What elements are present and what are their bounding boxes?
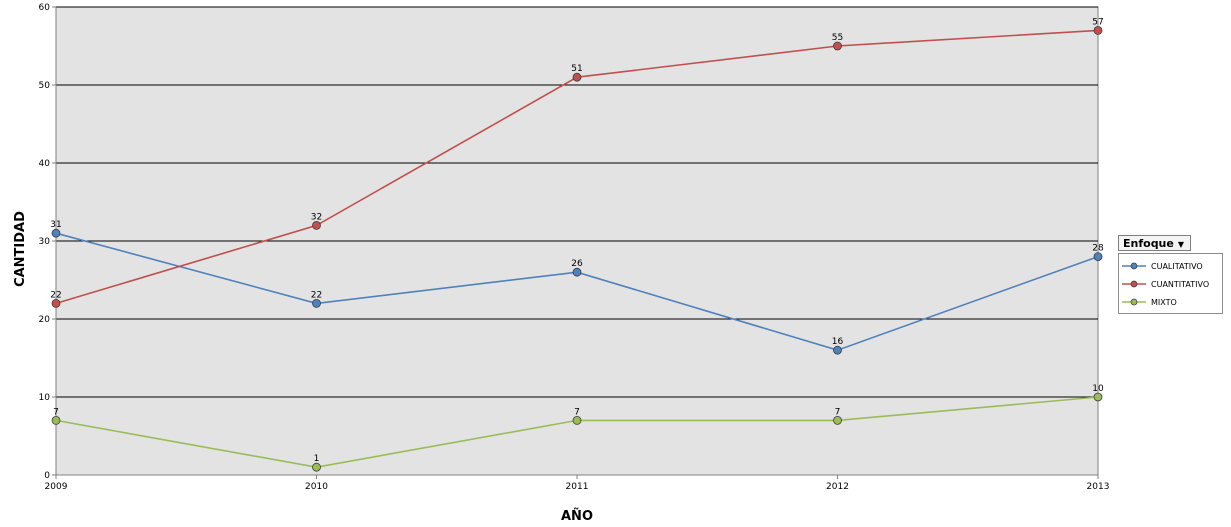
y-tick-label: 20 <box>39 315 51 325</box>
data-point-mixto[interactable] <box>833 415 842 425</box>
data-label-mixto: 7 <box>835 407 841 417</box>
data-point-mixto[interactable] <box>1093 392 1103 402</box>
x-tick-label: 2010 <box>305 482 328 492</box>
data-label-cualitativo: 26 <box>571 259 583 269</box>
y-tick-label: 0 <box>44 471 50 481</box>
data-label-cuantitativo: 55 <box>832 33 843 43</box>
x-tick-labels: 2009 2010 2011 2012 2013 <box>45 475 1110 492</box>
legend-swatch <box>1122 298 1146 306</box>
data-label-cuantitativo: 22 <box>50 290 61 300</box>
legend-label: CUANTITATIVO <box>1151 279 1210 289</box>
legend-filter-button[interactable]: Enfoque ▼ <box>1118 235 1191 251</box>
legend-label: MIXTO <box>1151 297 1177 307</box>
y-tick-labels: 0 10 20 30 40 50 60 <box>39 3 56 481</box>
y-tick-label: 30 <box>39 237 51 247</box>
data-label-cuantitativo: 32 <box>311 212 322 222</box>
x-tick-label: 2012 <box>826 482 849 492</box>
data-label-cualitativo: 22 <box>311 290 322 300</box>
data-point-cuantitativo[interactable] <box>51 298 61 308</box>
data-label-cualitativo: 16 <box>832 337 844 347</box>
x-tick-label: 2013 <box>1087 482 1110 492</box>
dropdown-arrow-icon: ▼ <box>1177 240 1185 249</box>
y-axis-title: CANTIDAD <box>13 211 28 287</box>
data-point-mixto[interactable] <box>312 462 321 472</box>
data-point-mixto[interactable] <box>572 415 582 425</box>
data-label-mixto: 10 <box>1092 384 1104 394</box>
legend-label: CUALITATIVO <box>1151 261 1203 271</box>
series-group: 31 22 26 16 28 22 32 51 55 57 7 1 7 7 10 <box>50 17 1104 472</box>
legend-swatch <box>1122 280 1146 288</box>
legend-item-cuantitativo: CUANTITATIVO <box>1121 275 1220 293</box>
data-label-cuantitativo: 57 <box>1092 17 1103 27</box>
data-point-cuantitativo[interactable] <box>1093 25 1103 35</box>
data-label-mixto: 7 <box>574 407 580 417</box>
data-label-mixto: 7 <box>53 407 59 417</box>
legend-entries: CUALITATIVO CUANTITATIVO MIXTO <box>1118 253 1223 314</box>
data-label-mixto: 1 <box>314 454 320 464</box>
data-point-cualitativo[interactable] <box>1093 252 1103 262</box>
legend-swatch <box>1122 262 1146 270</box>
y-tick-label: 50 <box>39 81 51 91</box>
x-tick-label: 2009 <box>45 482 68 492</box>
data-point-cualitativo[interactable] <box>312 298 321 308</box>
x-tick-label: 2011 <box>566 482 589 492</box>
data-label-cualitativo: 31 <box>50 220 61 230</box>
data-label-cuantitativo: 51 <box>571 64 582 74</box>
x-axis-title: AÑO <box>561 508 593 524</box>
legend-title: Enfoque <box>1123 237 1174 250</box>
data-point-mixto[interactable] <box>51 415 61 425</box>
y-tick-label: 10 <box>39 393 51 403</box>
data-point-cuantitativo[interactable] <box>312 220 321 230</box>
y-tick-label: 40 <box>39 159 51 169</box>
data-point-cuantitativo[interactable] <box>572 72 582 82</box>
y-tick-label: 60 <box>39 3 51 13</box>
data-label-cualitativo: 28 <box>1092 244 1104 254</box>
data-point-cuantitativo[interactable] <box>833 41 842 51</box>
legend: Enfoque ▼ CUALITATIVO CUANTITATIVO MIXTO <box>1118 235 1223 314</box>
legend-item-cualitativo: CUALITATIVO <box>1121 257 1220 275</box>
data-point-cualitativo[interactable] <box>51 228 61 238</box>
data-point-cualitativo[interactable] <box>833 345 842 355</box>
legend-item-mixto: MIXTO <box>1121 293 1220 311</box>
data-point-cualitativo[interactable] <box>572 267 582 277</box>
